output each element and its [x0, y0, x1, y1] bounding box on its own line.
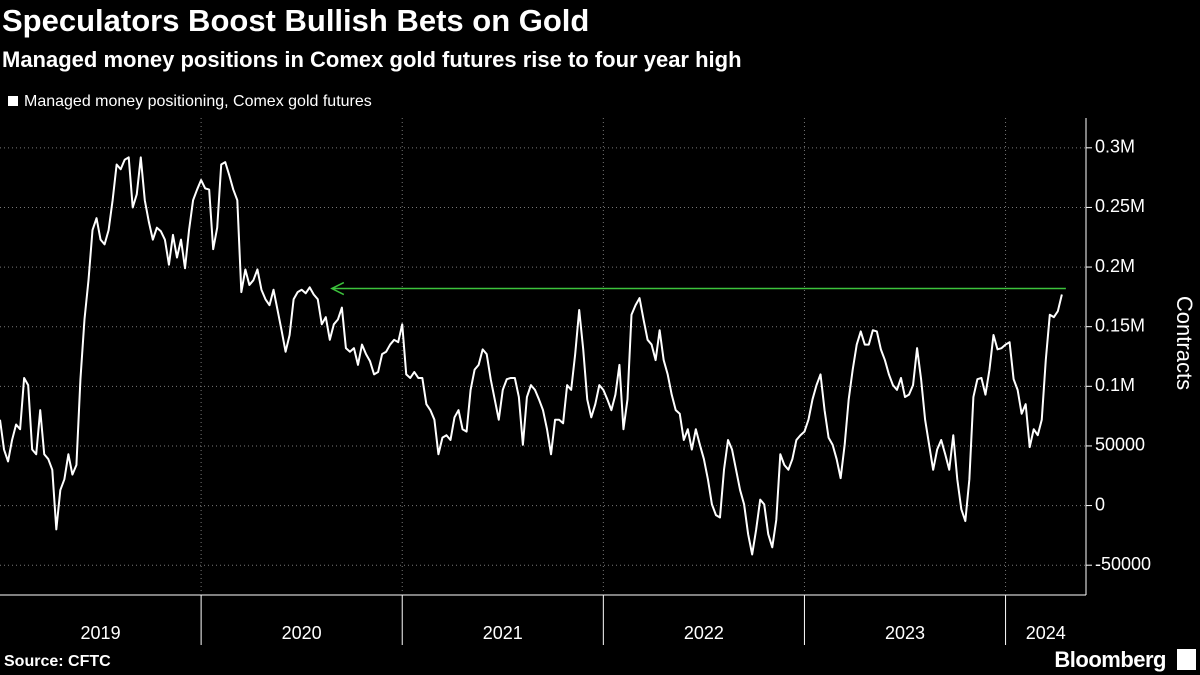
- chart-subtitle: Managed money positions in Comex gold fu…: [2, 47, 742, 72]
- x-tick-label: 2019: [81, 623, 121, 643]
- brand: Bloomberg: [1054, 647, 1166, 672]
- y-tick-label: 50000: [1095, 435, 1145, 455]
- legend-swatch: [8, 96, 18, 106]
- y-tick-label: 0.15M: [1095, 315, 1145, 335]
- x-tick-label: 2021: [483, 623, 523, 643]
- y-tick-label: 0: [1095, 494, 1105, 514]
- x-tick-label: 2023: [885, 623, 925, 643]
- arrow-head: [330, 281, 345, 296]
- x-tick-label: 2020: [282, 623, 322, 643]
- y-tick-label: 0.3M: [1095, 137, 1135, 157]
- source: Source: CFTC: [4, 653, 111, 670]
- y-axis-label: Contracts: [1172, 296, 1197, 390]
- legend-label: Managed money positioning, Comex gold fu…: [24, 93, 372, 110]
- y-tick-label: -50000: [1095, 554, 1151, 574]
- x-tick-label: 2024: [1026, 623, 1066, 643]
- chart-title: Speculators Boost Bullish Bets on Gold: [2, 3, 589, 38]
- y-tick-label: 0.1M: [1095, 375, 1135, 395]
- brand-icon: [1177, 649, 1196, 670]
- y-tick-label: 0.2M: [1095, 256, 1135, 276]
- x-tick-label: 2022: [684, 623, 724, 643]
- y-tick-label: 0.25M: [1095, 196, 1145, 216]
- data-line: [0, 156, 1063, 556]
